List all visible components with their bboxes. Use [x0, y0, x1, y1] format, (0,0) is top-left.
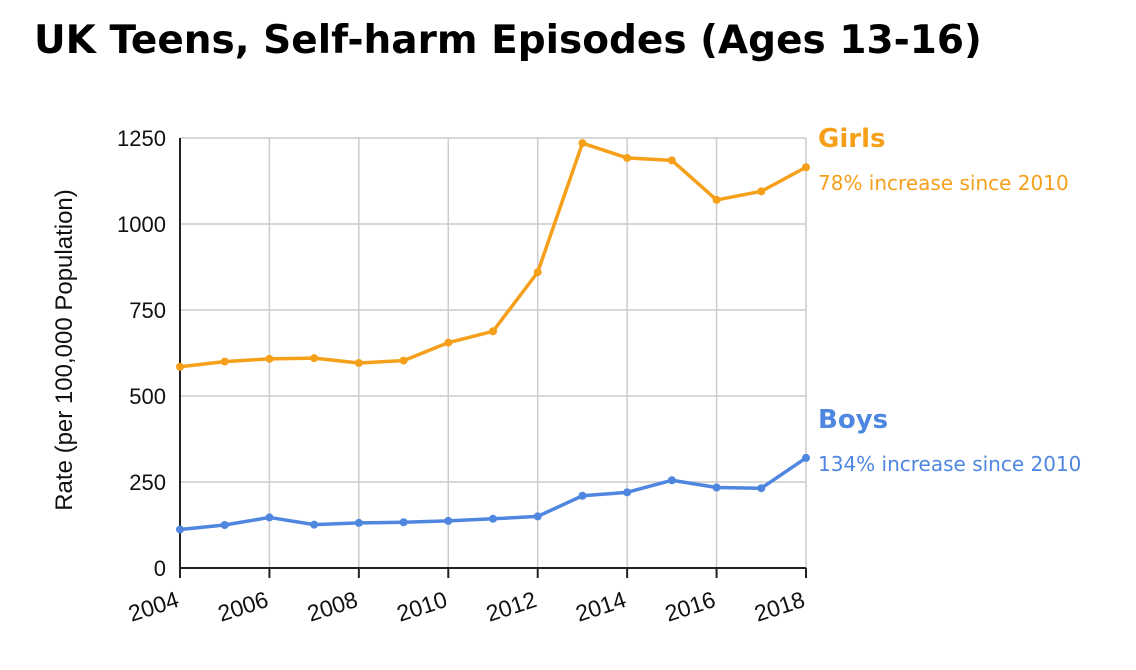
girls-data-point — [265, 354, 274, 363]
girls-data-point — [399, 356, 408, 365]
y-axis-label: Rate (per 100,000 Population) — [51, 189, 78, 511]
boys-data-point — [667, 476, 676, 485]
boys-increase-annotation: 134% increase since 2010 — [818, 452, 1081, 476]
boys-data-point — [444, 516, 453, 525]
girls-series-label: Girls — [818, 124, 885, 154]
boys-data-point — [265, 513, 274, 522]
boys-data-point — [578, 491, 587, 500]
boys-data-point — [802, 453, 810, 462]
girls-data-point — [489, 327, 497, 336]
girls-data-point — [354, 358, 363, 367]
x-tick-label: 2010 — [393, 586, 450, 627]
girls-data-point — [220, 357, 229, 366]
chart-title: UK Teens, Self-harm Episodes (Ages 13-16… — [34, 18, 982, 63]
boys-data-point — [220, 521, 229, 529]
y-tick-label: 0 — [154, 556, 166, 581]
y-tick-label: 1000 — [117, 212, 166, 237]
boys-data-point — [354, 518, 363, 527]
x-tick-label: 2018 — [751, 586, 808, 627]
axes: 0 250 500 750 1000 1250 2004 2006 2008 2010 2012 20… — [117, 126, 808, 627]
y-tick-label: 250 — [129, 470, 166, 495]
girls-data-point — [667, 156, 676, 165]
boys-data-point — [399, 518, 408, 527]
series-labels: Girls 78% increase since 2010 Boys 134% inc… — [818, 124, 1081, 476]
girls-data-point — [176, 362, 184, 371]
y-tick-label: 750 — [129, 298, 166, 323]
boys-data-point — [533, 512, 542, 521]
girls-data-point — [578, 139, 587, 148]
x-tick-label: 2016 — [662, 586, 719, 627]
girls-data-point — [712, 195, 721, 204]
gridlines — [180, 137, 807, 568]
girls-data-point — [802, 163, 810, 172]
x-tick-label: 2014 — [572, 586, 629, 627]
series-lines — [176, 139, 810, 534]
y-tick-label: 1250 — [117, 126, 166, 151]
girls-data-point — [310, 354, 319, 363]
x-tick-label: 2006 — [215, 586, 272, 627]
boys-data-point — [176, 525, 184, 534]
girls-data-point — [757, 187, 766, 196]
boys-data-point — [489, 514, 497, 523]
girls-data-point — [444, 338, 453, 347]
x-tick-label: 2008 — [304, 586, 361, 627]
y-tick-label: 500 — [129, 384, 166, 409]
girls-increase-annotation: 78% increase since 2010 — [818, 171, 1069, 195]
boys-series-label: Boys — [818, 405, 888, 435]
x-tick-label: 2012 — [483, 586, 540, 627]
boys-data-point — [310, 520, 319, 529]
boys-data-point — [712, 483, 721, 492]
girls-data-point — [533, 268, 542, 277]
girls-data-point — [623, 153, 632, 162]
boys-data-point — [757, 484, 766, 493]
x-tick-label: 2004 — [125, 586, 182, 627]
boys-data-point — [623, 488, 632, 497]
